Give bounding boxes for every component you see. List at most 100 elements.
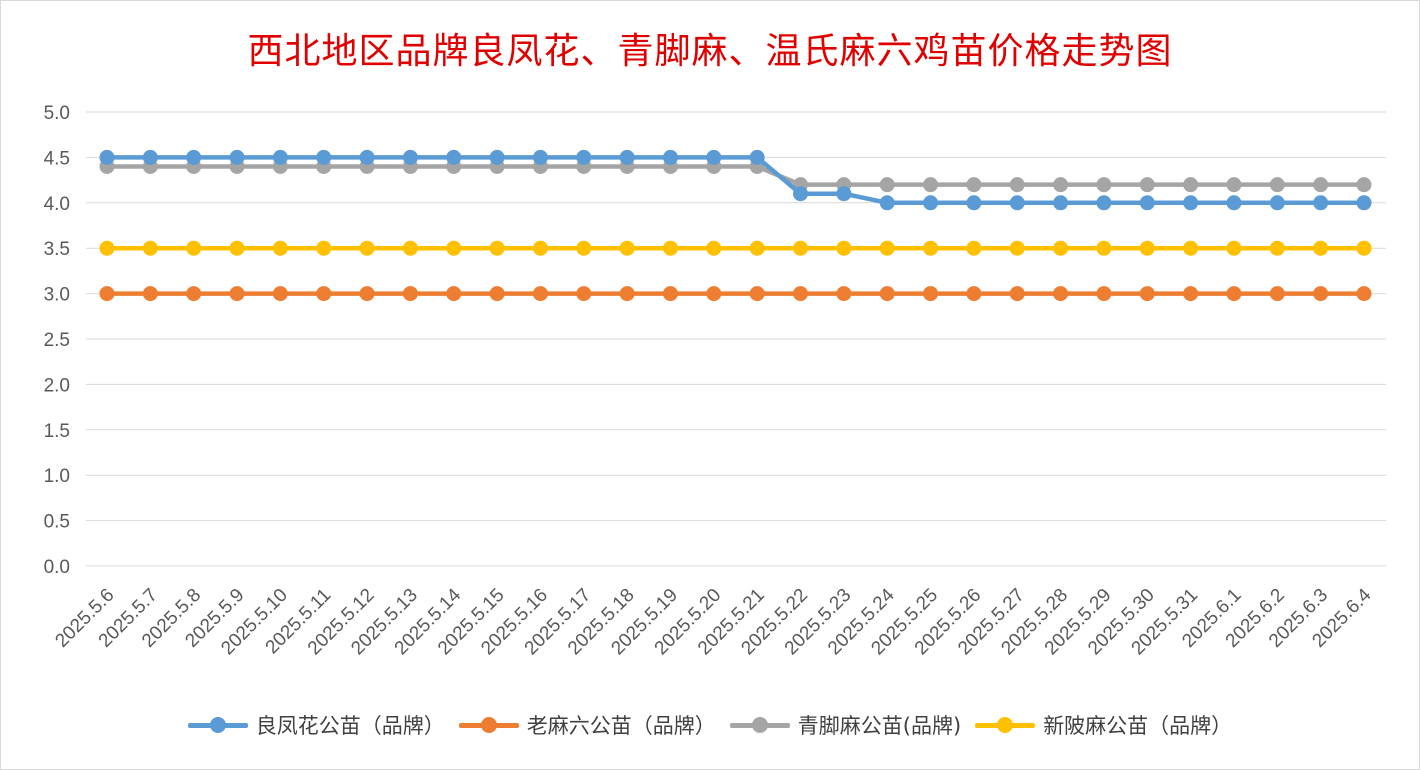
data-point [1356,240,1372,256]
legend-item: 老麻六公苗（品牌） [458,710,716,740]
y-tick-label: 4.0 [44,194,70,215]
data-point [966,286,982,302]
y-tick-label: 0.0 [44,557,70,578]
data-point [706,286,722,302]
data-point [1356,177,1372,193]
data-point [793,286,809,302]
data-point [1356,286,1372,302]
data-point [229,149,245,165]
data-point [142,240,158,256]
data-point [1139,286,1155,302]
data-point [793,186,809,202]
data-point [186,286,202,302]
data-point [836,240,852,256]
legend-label: 老麻六公苗（品牌） [526,714,716,738]
data-point [1356,195,1372,211]
data-point [923,286,939,302]
data-point [576,149,592,165]
data-point [446,240,462,256]
data-point [402,149,418,165]
data-point [1009,286,1025,302]
data-point [1226,240,1242,256]
legend: 良凤花公苗（品牌） 老麻六公苗（品牌） 青脚麻公苗(品牌) 新陂麻公苗（品牌） [0,708,1420,742]
data-point [1183,177,1199,193]
data-point [402,286,418,302]
data-point [1313,177,1329,193]
data-point [1313,195,1329,211]
data-point [532,149,548,165]
data-point [662,149,678,165]
x-axis-ticks: 2025.5.62025.5.72025.5.82025.5.92025.5.1… [51,584,1375,659]
data-point [446,286,462,302]
data-point [99,149,115,165]
legend-swatch [729,715,790,735]
data-point [272,149,288,165]
data-point [966,177,982,193]
y-tick-label: 1.0 [44,466,70,487]
y-tick-label: 0.5 [44,512,70,533]
data-point [879,286,895,302]
data-point [706,149,722,165]
series-group [99,149,1372,302]
data-point [1053,177,1069,193]
data-point [229,240,245,256]
data-point [1053,195,1069,211]
data-point [1269,240,1285,256]
data-point [489,149,505,165]
legend-swatch [975,715,1036,735]
series-3 [99,240,1372,256]
data-point [1226,177,1242,193]
data-point [619,149,635,165]
data-point [749,149,765,165]
data-point [186,240,202,256]
y-axis-ticks: 0.0 0.5 1.0 1.5 2.0 2.5 3.0 3.5 4.0 4.5 5.0 [44,103,70,578]
data-point [923,177,939,193]
data-point [1226,286,1242,302]
data-point [706,240,722,256]
y-tick-label: 3.5 [44,239,70,260]
data-point [879,195,895,211]
data-point [1139,195,1155,211]
data-point [1269,195,1285,211]
y-tick-label: 4.5 [44,148,70,169]
data-point [1096,286,1112,302]
data-point [186,149,202,165]
data-point [619,286,635,302]
data-point [1269,286,1285,302]
legend-item: 新陂麻公苗（品牌） [975,710,1232,740]
series-2 [99,158,1372,193]
y-tick-label: 1.5 [44,421,70,442]
data-point [99,286,115,302]
data-point [1269,177,1285,193]
legend-label: 良凤花公苗（品牌） [255,714,445,738]
legend-item: 青脚麻公苗(品牌) [729,710,961,740]
data-point [359,149,375,165]
data-point [1096,240,1112,256]
data-point [923,195,939,211]
data-point [1313,240,1329,256]
series-0 [99,149,1372,211]
data-point [836,286,852,302]
data-point [1009,240,1025,256]
data-point [532,240,548,256]
data-point [966,240,982,256]
data-point [836,186,852,202]
data-point [966,195,982,211]
data-point [316,286,332,302]
data-point [1183,240,1199,256]
data-point [1313,286,1329,302]
data-point [316,149,332,165]
data-point [446,149,462,165]
data-point [576,240,592,256]
data-point [1009,177,1025,193]
data-point [1226,195,1242,211]
series-line [104,155,1367,206]
data-point [662,286,678,302]
data-point [1183,195,1199,211]
y-tick-label: 3.0 [44,285,70,306]
data-point [359,286,375,302]
data-point [1139,240,1155,256]
data-point [793,240,809,256]
series-1 [99,286,1372,302]
